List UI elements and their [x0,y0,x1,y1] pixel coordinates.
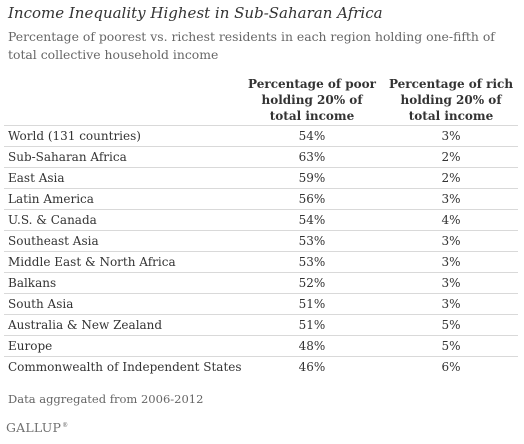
rich-percentage: 3% [441,276,461,290]
table-row: Australia & New Zealand 51% 5% [4,314,518,335]
data-table: World (131 countries) 54% 3% Sub-Saharan Af… [4,125,518,377]
table-header: Percentage of poor holding 20% of total … [0,76,524,126]
logo-text: GALLUP [6,420,62,435]
poor-percentage: 59% [298,171,326,185]
table-row: South Asia 51% 3% [4,293,518,314]
poor-percentage: 52% [298,276,326,290]
region-label: Balkans [8,276,57,290]
rich-percentage: 6% [441,360,461,374]
rich-percentage: 2% [441,150,461,164]
region-label: World (131 countries) [8,129,141,143]
table-row: Balkans 52% 3% [4,272,518,293]
rich-percentage: 3% [441,297,461,311]
region-label: South Asia [8,297,74,311]
poor-percentage: 54% [298,213,326,227]
rich-percentage: 3% [441,234,461,248]
gallup-logo: GALLUP® [6,420,68,435]
region-label: U.S. & Canada [8,213,97,227]
table-row: Sub-Saharan Africa 63% 2% [4,146,518,167]
region-label: Europe [8,339,53,353]
poor-percentage: 51% [298,297,326,311]
table-row: Commonwealth of Independent States 46% 6% [4,356,518,377]
rich-percentage: 4% [441,213,461,227]
rich-percentage: 3% [441,129,461,143]
region-label: East Asia [8,171,65,185]
table-row: Middle East & North Africa 53% 3% [4,251,518,272]
poor-percentage: 51% [298,318,326,332]
rich-percentage: 3% [441,255,461,269]
region-label: Sub-Saharan Africa [8,150,127,164]
poor-percentage: 48% [298,339,326,353]
table-row: Latin America 56% 3% [4,188,518,209]
rich-percentage: 5% [441,339,461,353]
region-label: Southeast Asia [8,234,99,248]
poor-percentage: 46% [298,360,326,374]
poor-percentage: 56% [298,192,326,206]
region-label: Middle East & North Africa [8,255,176,269]
rich-percentage: 2% [441,171,461,185]
poor-percentage: 53% [298,255,326,269]
region-label: Commonwealth of Independent States [8,360,242,374]
table-row: Europe 48% 5% [4,335,518,356]
region-label: Australia & New Zealand [8,318,163,332]
trademark-mark: ® [62,421,69,429]
region-label: Latin America [8,192,94,206]
column-header-poor: Percentage of poor holding 20% of total … [248,77,376,123]
column-header-rich: Percentage of rich holding 20% of total … [388,77,514,123]
chart-subtitle: Percentage of poorest vs. richest reside… [8,29,495,62]
chart-title: Income Inequality Highest in Sub-Saharan… [8,4,383,22]
table-row: U.S. & Canada 54% 4% [4,209,518,230]
poor-percentage: 54% [298,129,326,143]
poor-percentage: 53% [298,234,326,248]
rich-percentage: 5% [441,318,461,332]
table-row: East Asia 59% 2% [4,167,518,188]
rich-percentage: 3% [441,192,461,206]
poor-percentage: 63% [298,150,326,164]
table-row: World (131 countries) 54% 3% [4,125,518,146]
footnote: Data aggregated from 2006-2012 [8,392,204,406]
table-row: Southeast Asia 53% 3% [4,230,518,251]
